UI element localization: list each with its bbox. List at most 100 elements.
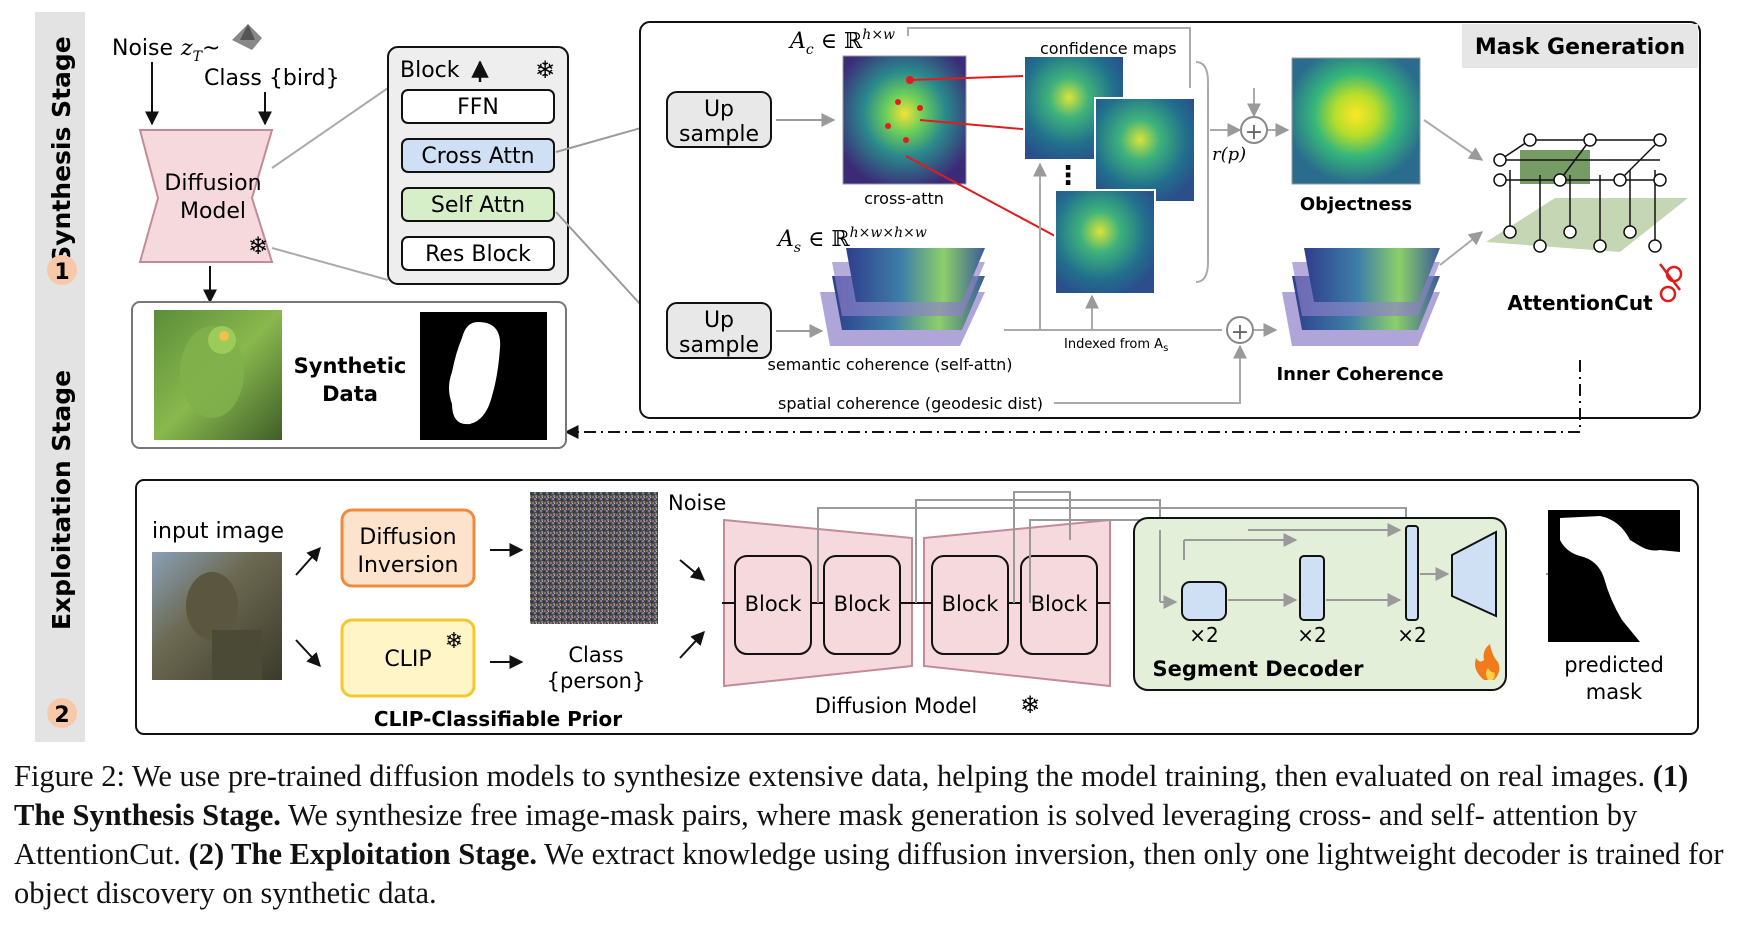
noise-surface-icon (232, 24, 262, 50)
fire-icon (1475, 644, 1500, 680)
stage-number-2: 2 (54, 703, 69, 728)
synthetic-data-label-line2: Data (322, 382, 378, 406)
cross-attn-map (842, 55, 967, 185)
diffusion-inversion-line2: Inversion (357, 553, 458, 578)
predicted-mask-line1: predicted (1564, 653, 1664, 677)
mask-generation-title: Mask Generation (1475, 35, 1685, 60)
stage-number-badge-2 (47, 698, 77, 728)
confidence-map-2 (1094, 97, 1196, 203)
ellipsis-dots: ⋮ (1055, 161, 1081, 191)
class-person-line1: Class (568, 643, 623, 667)
res-block-layer (401, 236, 555, 271)
diffusion-model-shape (138, 129, 274, 263)
stage-sidebar: Synthesis Stage 1 Exploitation Stage 2 (35, 12, 85, 742)
synthetic-data-label-line1: Synthetic (294, 354, 407, 378)
upsample-top-box (666, 91, 772, 148)
unet-block-2 (823, 555, 901, 655)
self-attn-stack (820, 248, 985, 346)
noise-label-exploit: Noise (668, 491, 726, 515)
snowflake-icon: ❄ (445, 629, 463, 654)
class-person-line2: {person} (547, 669, 646, 693)
plus-sign-top: + (1245, 120, 1263, 145)
caption-bold-synthesis: (1) The Synthesis Stage. (14, 759, 1689, 832)
semantic-coherence-label: semantic coherence (self-attn) (768, 355, 1013, 374)
diffusion-inversion-box (340, 508, 476, 588)
plus-sign-bottom: + (1231, 320, 1249, 345)
inner-coherence-label: Inner Coherence (1276, 364, 1443, 385)
clip-box (340, 618, 476, 698)
upsample-top-line2: sample (679, 122, 759, 147)
block-label-3: Block (942, 592, 1000, 616)
figure-caption: Figure 2: We use pre-trained diffusion m… (14, 757, 1734, 913)
ac-formula: Ac ∈ ℝh×w (788, 27, 895, 58)
diffusion-model-label-line2: Model (180, 199, 246, 224)
objectness-label: Objectness (1300, 194, 1412, 215)
cross-attn-label: Cross Attn (421, 144, 534, 169)
caption-mid: We synthesize free image-mask pairs, whe… (14, 798, 1638, 871)
upsample-bottom-box (666, 302, 772, 359)
res-block-label: Res Block (425, 242, 531, 267)
spatial-coherence-label: spatial coherence (geodesic dist) (778, 394, 1043, 413)
noise-label: Noise zT~ (112, 36, 220, 65)
inner-coherence-stack (1282, 248, 1440, 346)
confidence-map-3 (1054, 189, 1156, 295)
predicted-mask-line2: mask (1586, 680, 1643, 704)
decoder-head (1451, 530, 1497, 618)
upsample-bottom-line2: sample (679, 333, 759, 358)
multiplier-2: ×2 (1297, 623, 1326, 647)
unet-block-1 (734, 555, 812, 655)
cross-attn-layer (401, 138, 555, 173)
self-attn-layer (401, 187, 555, 222)
snowflake-icon: ❄ (248, 232, 268, 260)
unet-block-4 (1020, 555, 1098, 655)
self-attn-label: Self Attn (431, 193, 525, 218)
noise-image (530, 492, 658, 624)
attentioncut-graph (1486, 133, 1688, 253)
exploitation-stage: input image Diffusion Inversion CLIP ❄ C… (135, 479, 1699, 735)
plus-operator-bottom (1226, 316, 1254, 344)
scissors-icon (1659, 263, 1683, 303)
multiplier-1: ×2 (1189, 623, 1218, 647)
rp-label: r(p) (1212, 144, 1246, 165)
snowflake-icon: ❄ (1020, 691, 1040, 719)
decoder-block-3 (1405, 525, 1419, 621)
as-formula: As ∈ ℝh×w×h×w (776, 225, 927, 256)
exploitation-stage-text: Exploitation Stage (47, 370, 76, 630)
input-image-label: input image (152, 519, 284, 544)
indexed-label: Indexed from As (1064, 337, 1168, 354)
caption-lead: Figure 2: We use pre-trained diffusion m… (14, 759, 1653, 793)
cross-attn-label-text: cross-attn (864, 189, 944, 208)
decoder-block-2 (1299, 555, 1325, 621)
attentioncut-label: AttentionCut (1507, 291, 1653, 315)
stage-number-badge-1 (47, 255, 77, 285)
diffusion-model-label-line1: Diffusion (164, 171, 261, 196)
block-label-4: Block (1031, 592, 1089, 616)
diffusion-model-label: Diffusion Model (815, 694, 977, 718)
synthesis-stage-text: Synthesis Stage (47, 36, 76, 264)
unet-block-3 (931, 555, 1009, 655)
block-panel-title: Block (400, 58, 460, 83)
confidence-maps-label: confidence maps (1040, 39, 1177, 58)
method-diagram: Synthesis Stage 1 Exploitation Stage 2 N… (35, 12, 1701, 742)
synthesis-stage-label: Synthesis Stage (47, 36, 76, 264)
caption-tail: We extract knowledge using diffusion inv… (14, 837, 1724, 910)
caption-bold-exploitation: (2) The Exploitation Stage. (188, 837, 538, 871)
objectness-map (1291, 57, 1421, 185)
decoder-block-1 (1181, 581, 1227, 621)
snowflake-icon: ❄ (535, 56, 555, 84)
clip-label: CLIP (384, 647, 431, 672)
ffn-layer (401, 89, 555, 124)
synthesis-stage: Noise zT~ Class {bird} Diffusion Model ❄ … (112, 21, 1701, 449)
stage-number-1: 1 (54, 260, 69, 285)
upsample-bottom-line1: Up (704, 308, 734, 333)
clip-prior-label: CLIP-Classifiable Prior (374, 707, 622, 731)
ffn-label: FFN (457, 95, 499, 120)
segment-decoder-label: Segment Decoder (1152, 657, 1364, 681)
class-bird-label: Class {bird} (204, 66, 340, 91)
upsample-top-line1: Up (704, 97, 734, 122)
block-label-2: Block (834, 592, 892, 616)
exploitation-stage-label: Exploitation Stage (47, 370, 76, 630)
multiplier-3: ×2 (1397, 623, 1426, 647)
block-label-1: Block (745, 592, 803, 616)
diffusion-inversion-line1: Diffusion (359, 525, 456, 550)
